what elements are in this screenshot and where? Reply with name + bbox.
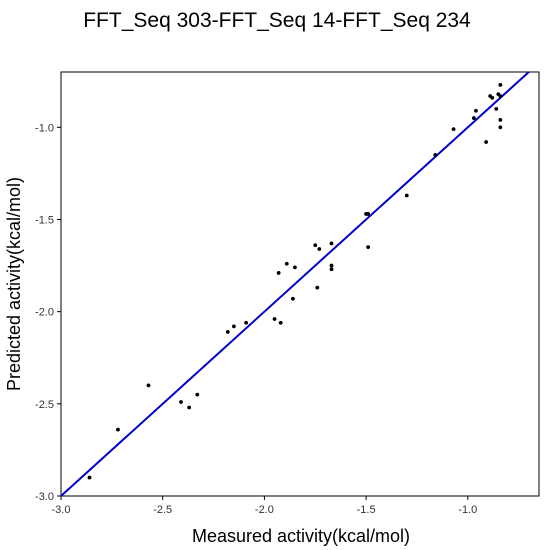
data-point [293,265,297,270]
x-tick-label: -1.0 [458,504,477,516]
data-point [187,405,192,410]
data-point [366,245,371,250]
data-point [433,153,438,157]
data-point [498,94,503,98]
data-point [498,83,503,87]
data-point [484,140,489,144]
data-point [329,241,334,246]
data-point [404,193,409,198]
data-point [278,320,283,325]
y-tick-label: -2.5 [35,399,54,411]
data-point [116,427,120,432]
data-point [474,108,478,113]
y-axis-label: Predicted activity(kcal/mol) [4,177,24,391]
data-point [472,116,476,120]
data-point [315,285,320,290]
y-tick-label: -1.0 [35,122,54,134]
data-point [231,324,236,329]
data-point [272,317,277,321]
data-point [490,95,495,100]
fit-line [61,72,531,496]
data-point [329,267,334,272]
data-point [244,320,248,325]
data-point [313,243,318,248]
y-tick-label: -1.5 [35,214,54,226]
data-point [317,247,322,251]
plot-area: -3.0 -2.5 -2.0 -1.5 -1.0 -3.0 -2.5 -2.0 -1.5 -1.0 [35,71,540,516]
x-tick-label: -2.0 [255,504,274,516]
data-point [329,263,334,268]
data-point [366,212,371,216]
y-tick-label: -2.0 [35,307,54,319]
data-point [179,400,183,404]
data-point [225,330,230,334]
data-point [87,475,92,480]
x-tick-label: -1.5 [357,504,376,516]
data-point [494,106,499,111]
x-tick-label: -2.5 [153,504,172,516]
chart-title: FFT_Seq 303-FFT_Seq 14-FFT_Seq 234 [83,9,471,32]
x-axis-label: Measured activity(kcal/mol) [192,526,410,546]
data-point [276,271,281,275]
data-point [498,118,503,122]
y-tick-label: -3.0 [35,491,54,503]
data-point [195,392,200,397]
data-point [146,383,151,388]
plot-frame [60,71,540,497]
data-point [284,261,289,266]
data-point [290,296,295,301]
x-tick-label: -3.0 [52,504,71,516]
data-point [498,125,503,130]
data-point [451,127,456,132]
